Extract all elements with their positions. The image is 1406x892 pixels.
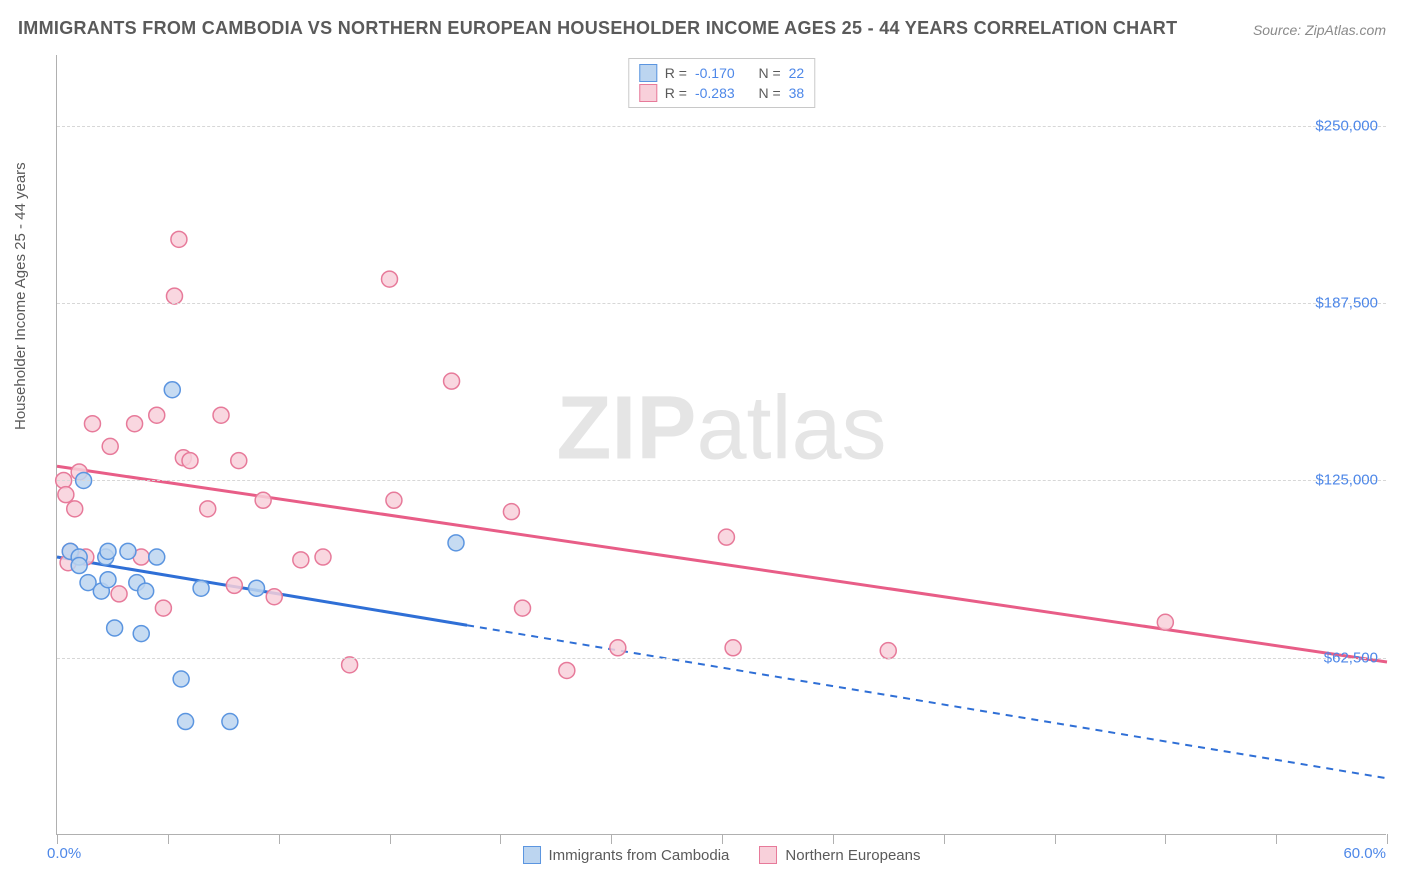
data-point [164,382,180,398]
data-point [100,543,116,559]
x-tick [279,834,280,844]
data-point [448,535,464,551]
legend-r-value-1: -0.283 [695,85,735,101]
x-tick [390,834,391,844]
data-point [610,640,626,656]
gridline-h [57,126,1386,127]
data-point [249,580,265,596]
x-tick [944,834,945,844]
data-point [226,577,242,593]
legend-n-label-0: N = [758,65,780,81]
data-point [138,583,154,599]
data-point [725,640,741,656]
legend-n-value-1: 38 [789,85,805,101]
data-point [386,492,402,508]
data-point [102,438,118,454]
legend-r-value-0: -0.170 [695,65,735,81]
data-point [166,288,182,304]
x-axis-min-label: 0.0% [47,845,81,862]
legend-top: R = -0.170 N = 22 R = -0.283 N = 38 [628,58,815,108]
data-point [503,504,519,520]
data-point [58,487,74,503]
data-point [559,662,575,678]
legend-bottom-item-0: Immigrants from Cambodia [523,846,730,864]
legend-bottom-item-1: Northern Europeans [759,846,920,864]
data-point [880,643,896,659]
y-axis-label: Householder Income Ages 25 - 44 years [12,162,29,430]
data-point [1157,614,1173,630]
plot-area: ZIPatlas R = -0.170 N = 22 R = -0.283 N … [56,55,1386,835]
data-point [382,271,398,287]
y-tick-label: $250,000 [1315,117,1378,134]
x-tick [1387,834,1388,844]
x-tick [168,834,169,844]
legend-n-label-1: N = [758,85,780,101]
data-point [120,543,136,559]
data-point [107,620,123,636]
x-tick [500,834,501,844]
data-point [444,373,460,389]
legend-top-row-1: R = -0.283 N = 38 [639,83,804,103]
data-point [155,600,171,616]
data-point [84,416,100,432]
x-tick [1165,834,1166,844]
data-point [255,492,271,508]
data-point [200,501,216,517]
gridline-h [57,658,1386,659]
legend-bottom-swatch-0 [523,846,541,864]
x-axis-max-label: 60.0% [1343,845,1386,862]
y-tick-label: $125,000 [1315,472,1378,489]
trend-line-dashed [467,625,1387,778]
legend-bottom: Immigrants from Cambodia Northern Europe… [523,846,921,864]
legend-swatch-1 [639,84,657,102]
legend-r-label-0: R = [665,65,687,81]
data-point [149,549,165,565]
data-point [67,501,83,517]
legend-top-row-0: R = -0.170 N = 22 [639,63,804,83]
data-point [193,580,209,596]
x-tick [57,834,58,844]
chart-title: IMMIGRANTS FROM CAMBODIA VS NORTHERN EUR… [18,18,1177,39]
chart-svg [57,55,1386,834]
x-tick [611,834,612,844]
data-point [231,453,247,469]
data-point [71,558,87,574]
gridline-h [57,303,1386,304]
legend-n-value-0: 22 [789,65,805,81]
y-tick-label: $62,500 [1324,649,1378,666]
data-point [266,589,282,605]
legend-swatch-0 [639,64,657,82]
data-point [111,586,127,602]
legend-bottom-swatch-1 [759,846,777,864]
data-point [149,407,165,423]
data-point [173,671,189,687]
data-point [342,657,358,673]
data-point [222,714,238,730]
data-point [127,416,143,432]
data-point [178,714,194,730]
data-point [213,407,229,423]
data-point [718,529,734,545]
x-tick [833,834,834,844]
data-point [182,453,198,469]
data-point [293,552,309,568]
x-tick [1055,834,1056,844]
data-point [133,626,149,642]
data-point [515,600,531,616]
legend-r-label-1: R = [665,85,687,101]
x-tick [722,834,723,844]
gridline-h [57,480,1386,481]
y-tick-label: $187,500 [1315,295,1378,312]
data-point [171,231,187,247]
source-attribution: Source: ZipAtlas.com [1253,22,1386,38]
data-point [315,549,331,565]
legend-bottom-label-0: Immigrants from Cambodia [549,847,730,864]
data-point [100,572,116,588]
x-tick [1276,834,1277,844]
legend-bottom-label-1: Northern Europeans [785,847,920,864]
